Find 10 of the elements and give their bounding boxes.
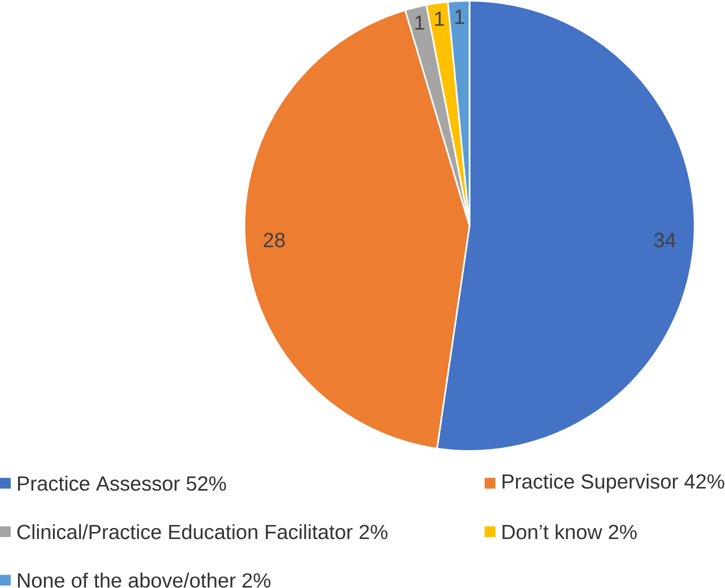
legend-label: Clinical/Practice Education Facilitator 2% [17, 524, 388, 540]
legend-label: None of the above/other 2% [18, 572, 270, 588]
data-label: 1 [435, 12, 444, 26]
legend-label: Don’t know 2% [502, 524, 637, 540]
data-label: 28 [264, 232, 285, 248]
legend-label: Practice Supervisor 42% [502, 474, 724, 493]
data-label: 34 [654, 232, 676, 248]
data-label: 1 [415, 16, 424, 30]
legend-label: Practice Assessor 52% [18, 476, 226, 491]
data-label: 1 [455, 10, 464, 24]
